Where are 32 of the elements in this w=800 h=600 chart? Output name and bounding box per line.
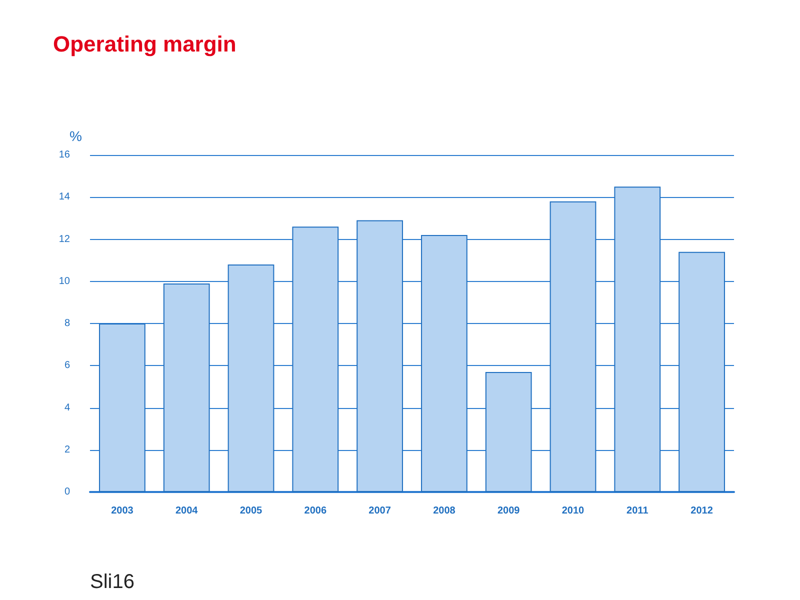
y-tick-label: 6 — [64, 360, 70, 372]
x-tick-label: 2011 — [626, 506, 649, 516]
bar — [99, 324, 146, 492]
bar — [292, 226, 339, 492]
y-tick-label: 10 — [58, 276, 70, 287]
bar — [356, 220, 403, 492]
x-tick-label: 2010 — [562, 506, 585, 516]
x-tick-label: 2012 — [690, 506, 714, 516]
bar — [485, 372, 532, 492]
bar — [550, 201, 596, 492]
x-tick-label: 2009 — [497, 506, 520, 516]
chart-title: Operating margin — [53, 32, 236, 56]
x-tick-label: 2005 — [240, 506, 263, 516]
x-tick-label: 2004 — [175, 506, 198, 516]
bar — [163, 283, 210, 492]
bar — [678, 252, 725, 492]
y-tick-label: 2 — [64, 444, 70, 456]
y-tick-label: 16 — [58, 150, 70, 160]
y-axis-title: % — [70, 128, 82, 144]
y-tick-label: 14 — [58, 192, 70, 203]
x-tick-label: 2008 — [433, 506, 456, 516]
y-tick-label: 8 — [64, 318, 70, 329]
bar — [421, 235, 468, 492]
bar — [614, 186, 661, 492]
x-tick-label: 2007 — [368, 506, 392, 516]
y-tick-label: 4 — [64, 402, 70, 414]
x-tick-label: 2006 — [304, 506, 327, 516]
bar — [228, 264, 274, 492]
y-tick-label: 0 — [64, 486, 70, 498]
x-tick-label: 2003 — [111, 506, 134, 516]
y-tick-label: 12 — [58, 234, 70, 245]
text: Sli16 — [90, 571, 134, 593]
